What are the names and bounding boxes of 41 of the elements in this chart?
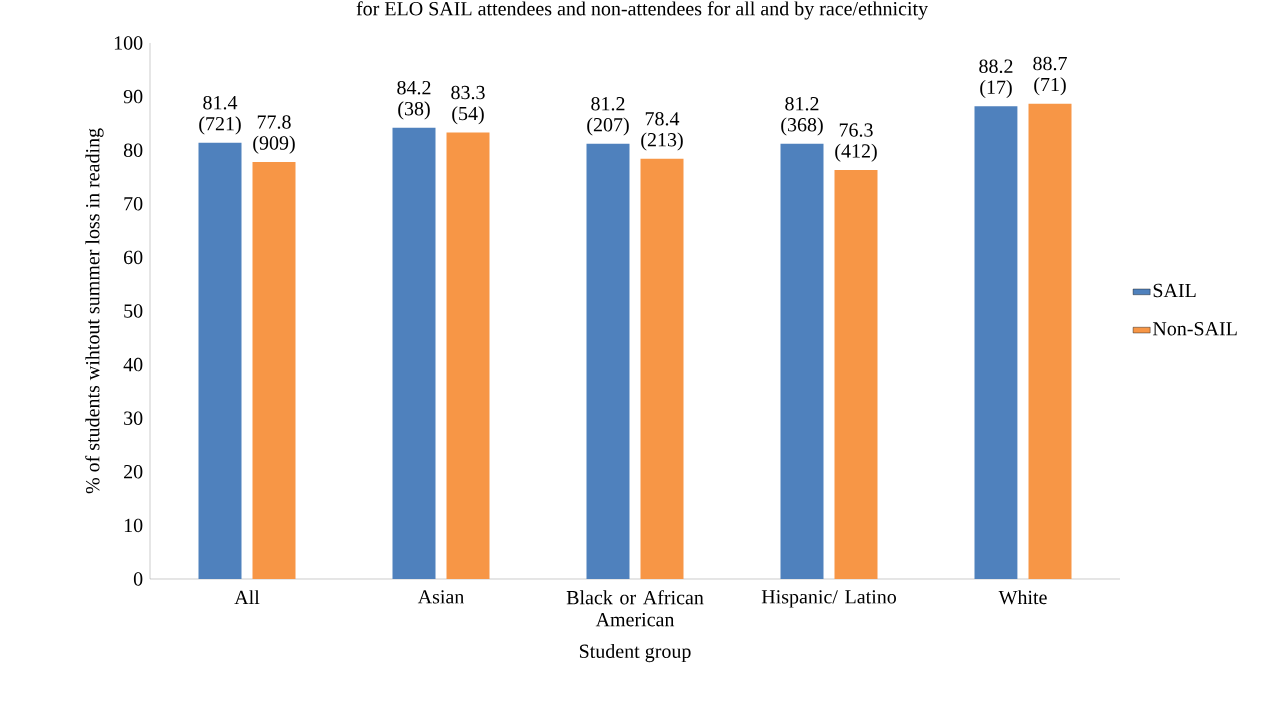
y-tick-label: 60: [124, 250, 143, 265]
bar: [1028, 103, 1072, 579]
data-label: 81.4 (721): [199, 95, 241, 135]
bar: [974, 106, 1018, 579]
data-label: 78.4 (213): [641, 112, 683, 151]
y-tick-label: 10: [124, 518, 143, 533]
data-label: 81.2 (207): [587, 97, 629, 136]
y-tick-label: 20: [124, 465, 143, 479]
bar: [392, 127, 436, 579]
data-label: 88.7 (71): [1033, 56, 1067, 96]
bar: [834, 170, 878, 579]
y-tick-label: 50: [124, 304, 143, 318]
x-tick-label: Asian: [417, 590, 465, 604]
y-tick-label: 30: [124, 411, 143, 425]
bar: [198, 142, 242, 579]
y-tick-label: 100: [114, 36, 143, 50]
data-label: 81.2 (368): [781, 97, 823, 136]
x-tick-label: Black or African American: [566, 590, 704, 627]
bar: [640, 158, 684, 579]
bar: [586, 143, 630, 579]
legend-label: Non-SAIL: [1152, 322, 1237, 336]
bar: [446, 132, 490, 579]
data-label: 77.8 (909): [253, 115, 295, 154]
x-tick-label: All: [234, 590, 260, 605]
data-label: 88.2 (17): [979, 59, 1013, 99]
data-label: 83.3 (54): [451, 85, 485, 125]
y-tick-label: 0: [133, 572, 143, 586]
legend-label: SAIL: [1153, 283, 1196, 298]
bar: [780, 143, 824, 579]
x-tick-label: Hispanic/ Latino: [761, 590, 897, 608]
data-label: 84.2 (38): [397, 80, 431, 120]
y-axis-title: % of students wihtout summer loss in reading: [85, 128, 104, 494]
y-tick-label: 80: [123, 143, 143, 157]
data-label: 76.3 (412): [835, 123, 877, 162]
x-axis-title: Student group: [579, 643, 691, 663]
y-tick-label: 40: [123, 357, 143, 372]
y-tick-label: 90: [123, 89, 143, 104]
x-tick-label: White: [998, 590, 1047, 605]
chart-title: for ELO SAIL attendees and non-attendees for all and by race/ethnicity: [356, 1, 929, 20]
y-tick-label: 70: [124, 197, 143, 211]
bar: [252, 161, 296, 579]
